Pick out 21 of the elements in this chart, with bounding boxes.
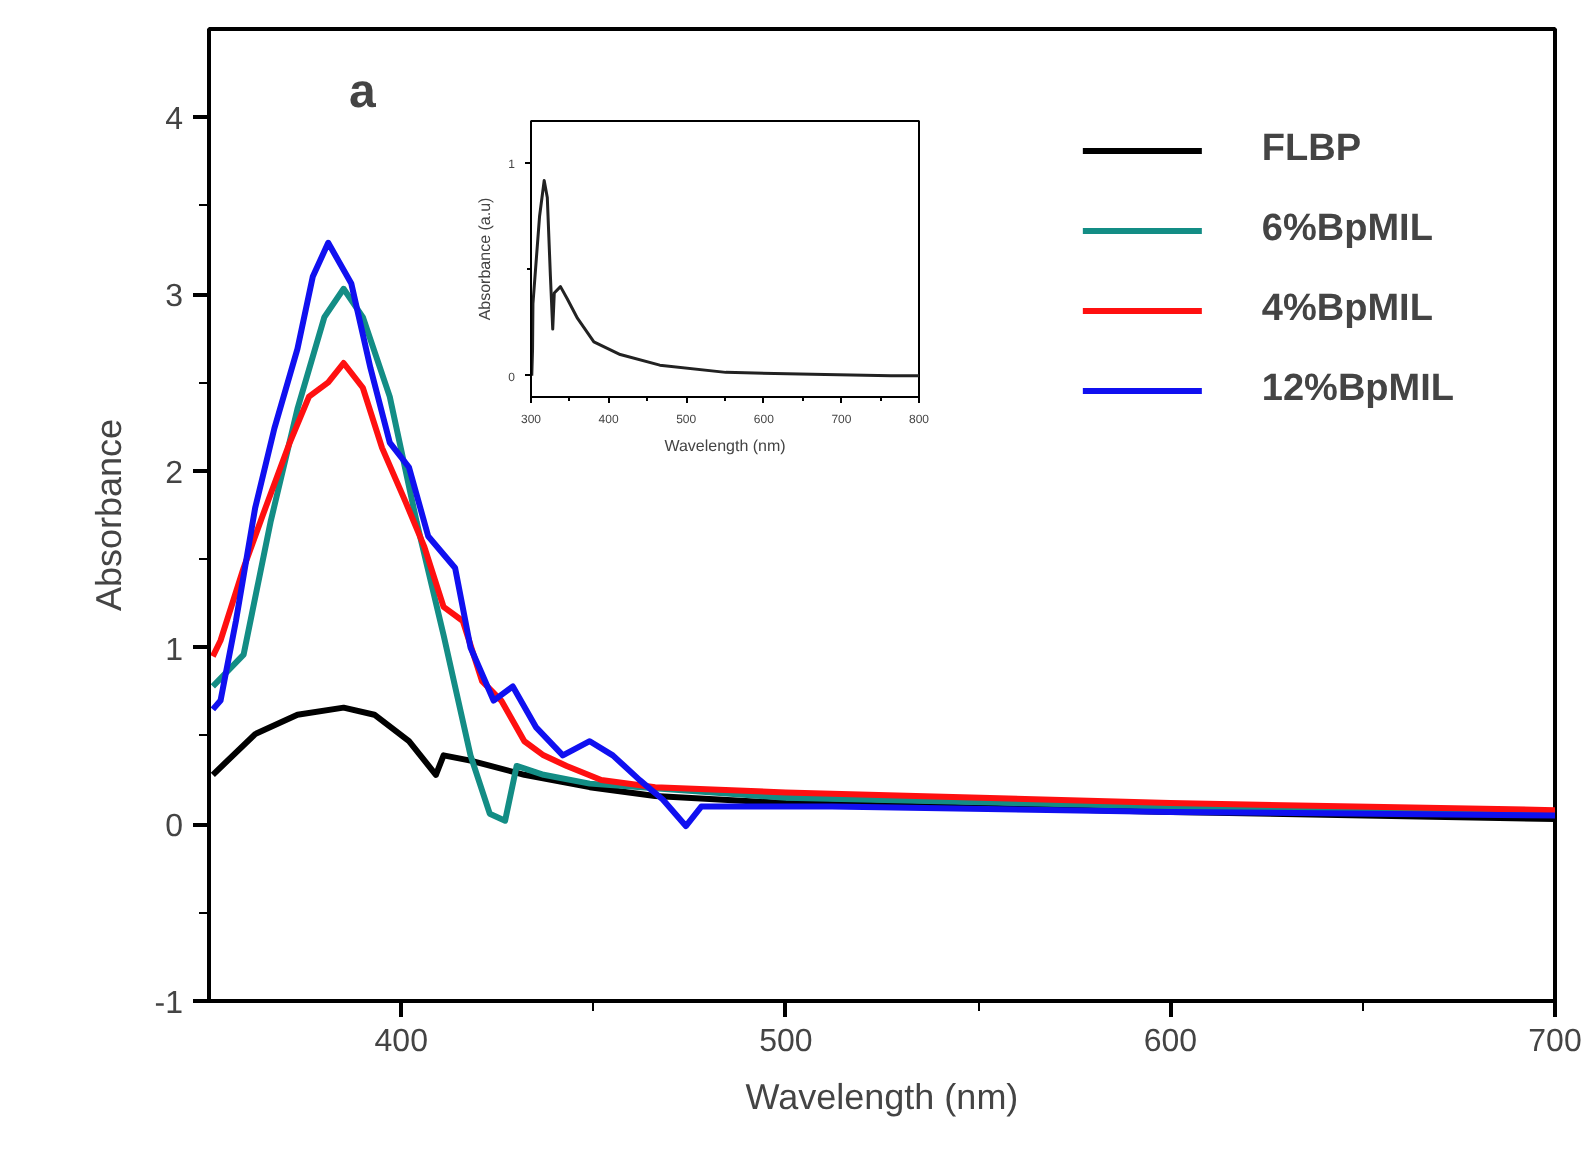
y-axis-title: Absorbance [88, 418, 129, 612]
legend-label: 4%BpMIL [1261, 288, 1433, 332]
y-tick-label: 0 [165, 810, 184, 845]
x-tick-label: 400 [374, 1025, 429, 1059]
x-axis-title: Wavelength (nm) [664, 437, 787, 455]
y-tick-label: 4 [165, 103, 184, 138]
y-tick-label: 1 [165, 633, 184, 668]
legend-label: 6%BpMIL [1261, 208, 1433, 252]
y-axis-title: Absorbance (a.u) [476, 196, 495, 321]
line-series [209, 360, 1555, 814]
x-tick-label: 600 [1143, 1025, 1198, 1059]
y-tick-label: 2 [165, 456, 184, 491]
legend-label: FLBP [1261, 128, 1362, 172]
legend-label: 12%BpMIL [1261, 368, 1454, 412]
x-tick-label: 700 [1528, 1025, 1582, 1059]
line-series [531, 178, 919, 378]
y-tick-label: 3 [165, 280, 184, 315]
x-axis-title: Wavelength (nm) [745, 1077, 1019, 1117]
y-tick-label: -1 [154, 987, 184, 1021]
x-tick-label: 500 [759, 1025, 813, 1059]
annotation: a [349, 65, 377, 119]
